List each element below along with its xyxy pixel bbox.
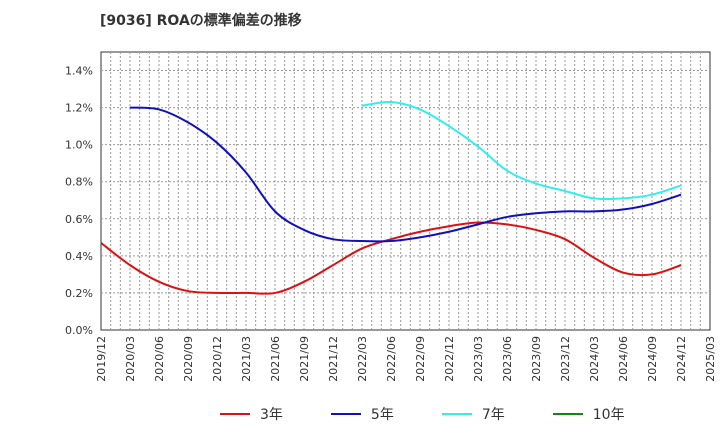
x-tick-label: 2020/03 (124, 336, 137, 382)
x-tick-label: 2023/03 (472, 336, 485, 382)
x-tick-label: 2020/09 (182, 336, 195, 382)
x-tick-label: 2022/09 (414, 336, 427, 382)
y-tick-label: 1.2% (65, 102, 93, 115)
x-tick-label: 2021/09 (298, 336, 311, 382)
x-tick-label: 2020/06 (153, 336, 166, 382)
series-lines (100, 100, 682, 295)
legend-item-5y: 5年 (330, 404, 394, 424)
y-tick-label: 1.4% (65, 65, 93, 78)
y-tick-label: 0.4% (65, 250, 93, 263)
legend-label-3y: 3年 (260, 407, 283, 423)
x-tick-label: 2021/06 (269, 336, 282, 382)
x-tick-label: 2024/06 (617, 336, 630, 382)
x-tick-label: 2019/12 (95, 336, 108, 382)
x-tick-label: 2023/09 (530, 336, 543, 382)
x-tick-label: 2024/03 (588, 336, 601, 382)
legend-item-10y: 10年 (552, 404, 625, 424)
x-tick-label: 2022/12 (443, 336, 456, 382)
y-tick-label: 0.2% (65, 287, 93, 300)
legend-label-7y: 7年 (481, 407, 505, 423)
legend-swatch-5y (330, 413, 361, 415)
series-line-2 (361, 100, 682, 201)
legend-item-3y: 3年 (220, 404, 283, 424)
chart-title: [9036] ROAの標準偏差の推移 (100, 13, 302, 29)
x-tick-label: 2022/06 (385, 336, 398, 382)
x-tick-label: 2023/12 (559, 336, 572, 382)
x-tick-label: 2024/12 (675, 336, 688, 382)
legend: 3年 5年 7年 10年 (220, 404, 673, 424)
x-tick-label: 2025/03 (704, 336, 717, 382)
x-tick-label: 2023/06 (501, 336, 514, 382)
y-tick-label: 0.6% (65, 213, 93, 226)
series-line-1 (129, 106, 682, 243)
legend-swatch-7y (441, 413, 472, 415)
plot-area (100, 51, 711, 331)
y-tick-label: 0.8% (65, 176, 93, 189)
series-line-0 (100, 221, 682, 295)
x-tick-label: 2021/03 (240, 336, 253, 382)
y-tick-label: 1.0% (65, 139, 93, 152)
legend-swatch-3y (220, 413, 250, 415)
legend-label-10y: 10年 (592, 407, 625, 423)
x-tick-label: 2024/09 (646, 336, 659, 382)
x-tick-label: 2020/12 (211, 336, 224, 382)
x-tick-label: 2022/03 (356, 336, 369, 382)
axes: 0.0% 0.2% 0.4% 0.6% 0.8% 1.0% 1.2% 1.4% 2019/12 2… (65, 65, 717, 382)
legend-item-7y: 7年 (441, 404, 505, 424)
x-tick-label: 2021/12 (327, 336, 340, 382)
legend-label-5y: 5年 (370, 407, 394, 423)
grid (100, 51, 711, 331)
y-tick-label: 0.0% (65, 324, 93, 337)
legend-swatch-10y (552, 413, 583, 415)
